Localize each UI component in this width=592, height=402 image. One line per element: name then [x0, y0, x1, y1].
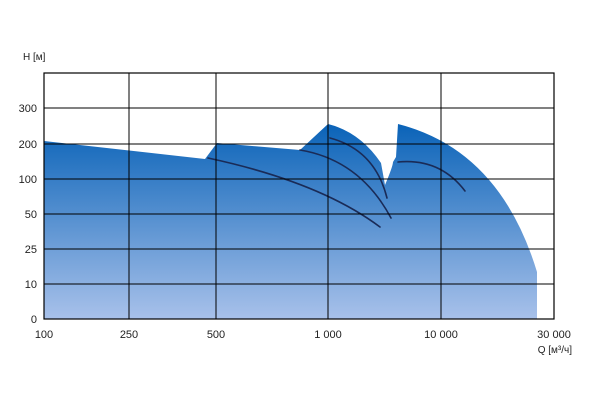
y-tick-label: 10	[25, 279, 37, 291]
x-tick-label: 30 000	[537, 329, 571, 341]
plot-frame	[43, 72, 555, 320]
pump-curve-1	[207, 157, 381, 228]
x-tick-label: 100	[35, 329, 53, 341]
pump-curves	[207, 137, 466, 228]
y-tick-label: 50	[25, 209, 37, 221]
y-tick-label: 300	[19, 103, 37, 115]
x-tick-label: 1 000	[314, 329, 342, 341]
x-tick-label: 500	[207, 329, 225, 341]
x-tick-label: 250	[120, 329, 138, 341]
grid-lines	[44, 73, 554, 319]
y-tick-label: 0	[31, 314, 37, 326]
operating-range-area	[44, 124, 537, 319]
x-tick-label: 10 000	[424, 329, 458, 341]
x-axis-title: Q [м³/ч]	[538, 345, 573, 356]
y-tick-label: 200	[19, 139, 37, 151]
pump-curve-4	[397, 160, 466, 192]
pump-curve-3	[329, 137, 388, 199]
y-tick-label: 100	[19, 174, 37, 186]
x-tick-labels: 100 250 500 1 000 10 000 30 000	[35, 329, 571, 341]
y-tick-label: 25	[25, 244, 37, 256]
pump-curve-2	[299, 149, 392, 219]
y-tick-labels: 0 10 25 50 100 200 300	[19, 103, 37, 326]
y-axis-title: H [м]	[23, 52, 46, 63]
